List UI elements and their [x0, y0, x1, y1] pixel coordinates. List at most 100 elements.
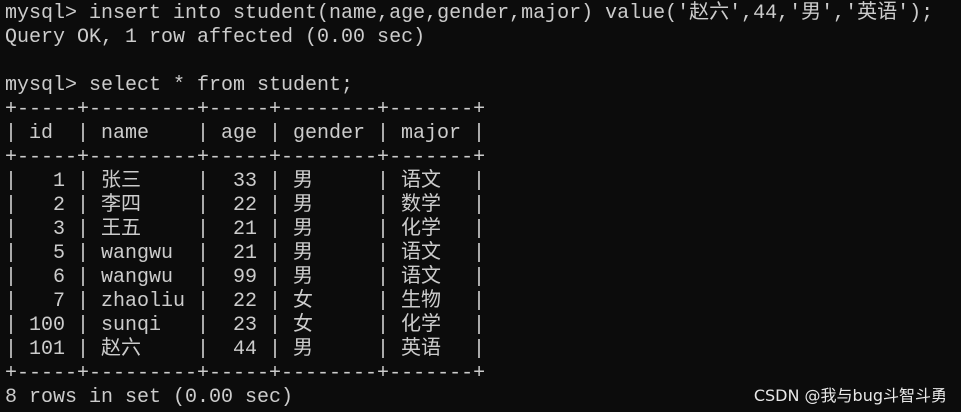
column-separator: | — [269, 170, 282, 193]
column-separator: | — [473, 122, 486, 145]
cell-name: 王五 — [101, 218, 141, 241]
column-separator: | — [377, 266, 390, 289]
cell-name: 张三 — [101, 170, 141, 193]
table-row: | 100 | sunqi | 23 | 女 | 化学 | — [5, 314, 933, 338]
column-separator: | — [377, 122, 390, 145]
table-row: | 7 | zhaoliu | 22 | 女 | 生物 | — [5, 290, 933, 314]
header-gender: gender — [293, 122, 366, 145]
column-separator: | — [377, 290, 390, 313]
insert-command: mysql> insert into student(name,age,gend… — [5, 2, 934, 25]
cell-gender: 男 — [293, 218, 313, 241]
column-separator: | — [5, 290, 18, 313]
select-command: mysql> select * from student; — [5, 74, 354, 97]
column-separator: | — [197, 218, 210, 241]
cell-id: 7 — [52, 290, 65, 313]
column-separator: | — [377, 218, 390, 241]
column-separator: | — [5, 122, 18, 145]
column-separator: | — [269, 338, 282, 361]
column-separator: | — [197, 338, 210, 361]
header-major: major — [401, 122, 462, 145]
column-separator: | — [197, 194, 210, 217]
cell-id: 6 — [52, 266, 65, 289]
cell-age: 23 — [232, 314, 257, 337]
column-separator: | — [473, 170, 486, 193]
header-age: age — [221, 122, 258, 145]
cell-id: 100 — [29, 314, 66, 337]
cell-major: 数学 — [401, 194, 441, 217]
cell-major: 化学 — [401, 314, 441, 337]
column-separator: | — [77, 170, 90, 193]
cell-age: 22 — [232, 194, 257, 217]
watermark: CSDN @我与bug斗智斗勇 — [753, 386, 947, 405]
cell-id: 2 — [52, 194, 65, 217]
column-separator: | — [197, 170, 210, 193]
column-separator: | — [197, 122, 210, 145]
cell-name: 赵六 — [101, 338, 141, 361]
column-separator: | — [269, 242, 282, 265]
cell-name: wangwu — [101, 266, 174, 289]
column-separator: | — [473, 266, 486, 289]
column-separator: | — [377, 338, 390, 361]
column-separator: | — [5, 170, 18, 193]
cell-gender: 女 — [293, 314, 313, 337]
cell-name: wangwu — [101, 242, 174, 265]
column-separator: | — [473, 314, 486, 337]
column-separator: | — [77, 314, 90, 337]
column-separator: | — [473, 194, 486, 217]
column-separator: | — [377, 194, 390, 217]
column-separator: | — [5, 242, 18, 265]
column-separator: | — [377, 242, 390, 265]
column-separator: | — [269, 314, 282, 337]
cell-id: 5 — [52, 242, 65, 265]
table-row: | 5 | wangwu | 21 | 男 | 语文 | — [5, 242, 933, 266]
column-separator: | — [77, 194, 90, 217]
column-separator: | — [377, 170, 390, 193]
column-separator: | — [77, 218, 90, 241]
table-row: | 3 | 王五 | 21 | 男 | 化学 | — [5, 218, 933, 242]
column-separator: | — [473, 218, 486, 241]
cell-id: 1 — [52, 170, 65, 193]
cell-major: 生物 — [401, 290, 441, 313]
cell-major: 语文 — [401, 242, 441, 265]
column-separator: | — [5, 218, 18, 241]
column-separator: | — [269, 290, 282, 313]
column-separator: | — [5, 338, 18, 361]
table-header: | id | name | age | gender | major | — [5, 122, 933, 146]
cell-age: 99 — [232, 266, 257, 289]
column-separator: | — [197, 314, 210, 337]
cell-gender: 男 — [293, 338, 313, 361]
table-row: | 2 | 李四 | 22 | 男 | 数学 | — [5, 194, 933, 218]
column-separator: | — [77, 242, 90, 265]
cell-gender: 男 — [293, 266, 313, 289]
table-row: | 1 | 张三 | 33 | 男 | 语文 | — [5, 170, 933, 194]
cell-major: 语文 — [401, 170, 441, 193]
column-separator: | — [77, 122, 90, 145]
terminal-output[interactable]: mysql> insert into student(name,age,gend… — [5, 2, 933, 410]
cell-gender: 男 — [293, 194, 313, 217]
rows-summary: 8 rows in set (0.00 sec) — [5, 386, 294, 409]
blank-line — [5, 50, 933, 74]
header-name: name — [101, 122, 150, 145]
cell-age: 33 — [232, 170, 257, 193]
cell-gender: 男 — [293, 242, 313, 265]
column-separator: | — [197, 266, 210, 289]
cell-gender: 女 — [293, 290, 313, 313]
column-separator: | — [197, 242, 210, 265]
cell-age: 44 — [232, 338, 257, 361]
column-separator: | — [77, 290, 90, 313]
cell-name: 李四 — [101, 194, 141, 217]
column-separator: | — [197, 290, 210, 313]
column-separator: | — [377, 314, 390, 337]
cell-age: 21 — [232, 218, 257, 241]
cell-id: 101 — [29, 338, 66, 361]
cell-age: 21 — [232, 242, 257, 265]
table-row: | 6 | wangwu | 99 | 男 | 语文 | — [5, 266, 933, 290]
header-id: id — [29, 122, 54, 145]
cell-id: 3 — [52, 218, 65, 241]
column-separator: | — [473, 242, 486, 265]
cell-name: zhaoliu — [101, 290, 186, 313]
column-separator: | — [473, 338, 486, 361]
table-border: +-----+---------+-----+--------+-------+ — [5, 98, 486, 121]
column-separator: | — [5, 314, 18, 337]
column-separator: | — [269, 218, 282, 241]
